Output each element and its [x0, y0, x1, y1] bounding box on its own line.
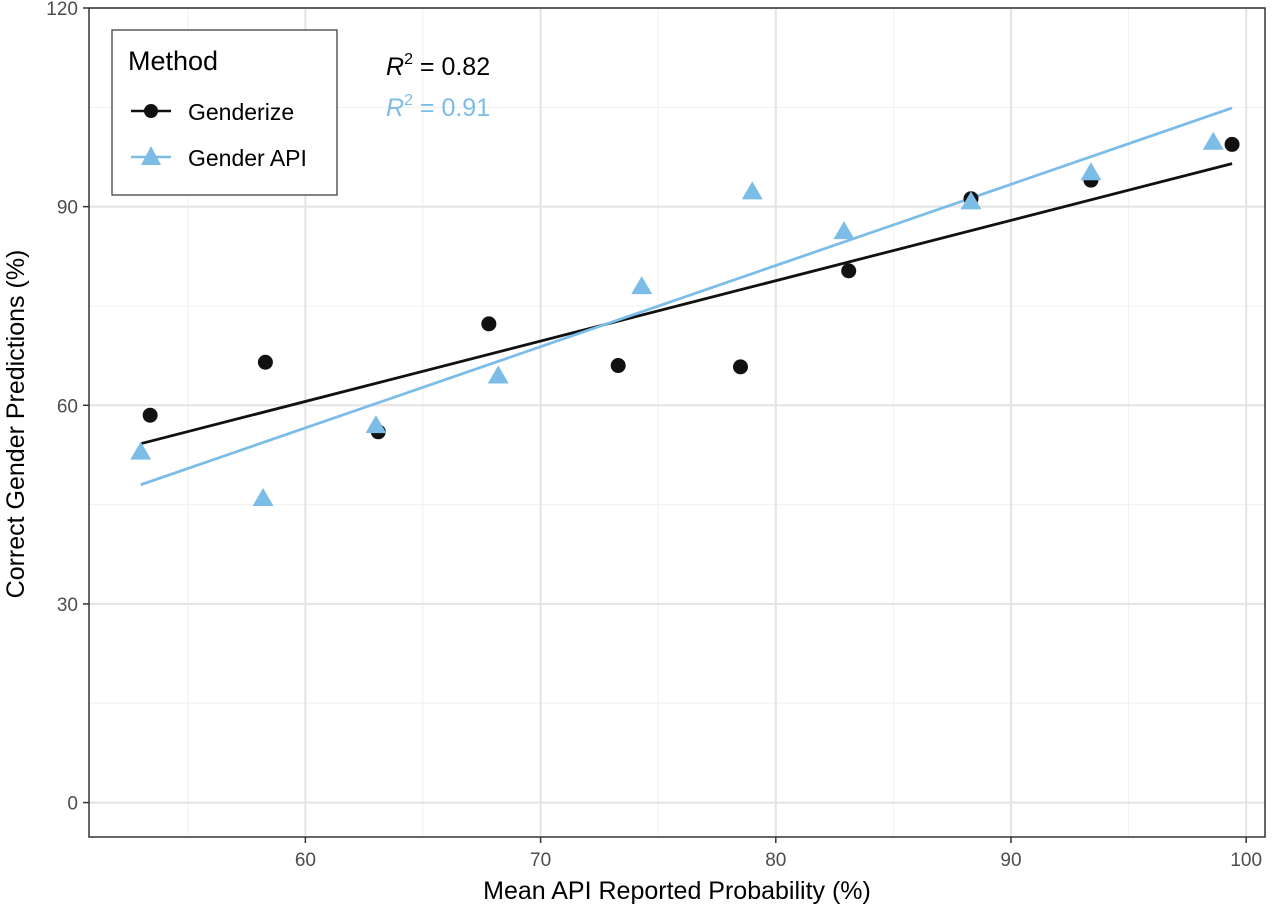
point-gender-api [1202, 131, 1224, 150]
fit-line-genderize [140, 162, 1233, 446]
x-tick-label: 60 [295, 850, 316, 871]
point-gender-api [631, 276, 653, 295]
point-gender-api [833, 221, 855, 240]
y-tick-label: 0 [67, 794, 78, 815]
point-genderize [610, 358, 626, 374]
point-genderize [841, 263, 857, 279]
point-gender-api [130, 441, 152, 460]
x-axis-ticks: 60 70 80 90 100 [295, 837, 1262, 871]
x-tick-label: 70 [530, 850, 551, 871]
x-tick-label: 100 [1230, 850, 1262, 871]
x-tick-label: 80 [765, 850, 786, 871]
legend-genderize-marker [144, 104, 158, 118]
x-axis-label: Mean API Reported Probability (%) [483, 877, 871, 905]
legend-genderapi-marker [141, 146, 161, 165]
y-axis-ticks: 0 30 60 90 120 [46, 0, 89, 815]
point-genderize [1224, 136, 1240, 152]
y-axis-label: Correct Gender Predictions (%) [2, 250, 30, 599]
point-genderize [142, 407, 158, 423]
point-genderize [257, 354, 273, 370]
y-tick-label: 30 [57, 595, 78, 616]
y-tick-label: 60 [57, 396, 78, 417]
y-tick-label: 90 [57, 198, 78, 219]
x-tick-label: 90 [1000, 850, 1021, 871]
point-gender-api [365, 415, 387, 434]
legend-genderize-label: Genderize [188, 99, 294, 125]
y-tick-label: 120 [46, 0, 78, 20]
data-points [130, 131, 1240, 506]
fit-line-gender-api [140, 106, 1233, 487]
r2-genderapi-label: R2 = 0.91 [386, 92, 490, 122]
legend: Method Genderize Gender API [111, 29, 338, 196]
point-gender-api [252, 487, 274, 506]
point-gender-api [960, 191, 982, 210]
plot-border [88, 7, 1266, 838]
point-gender-api [741, 181, 763, 200]
r2-genderize-label: R2 = 0.82 [386, 51, 490, 81]
point-gender-api [487, 365, 509, 384]
point-genderize [481, 316, 497, 332]
legend-genderapi-label: Gender API [188, 145, 307, 171]
point-genderize [733, 359, 749, 375]
fit-lines [140, 106, 1233, 487]
point-gender-api [1080, 162, 1102, 181]
legend-title: Method [128, 46, 218, 76]
